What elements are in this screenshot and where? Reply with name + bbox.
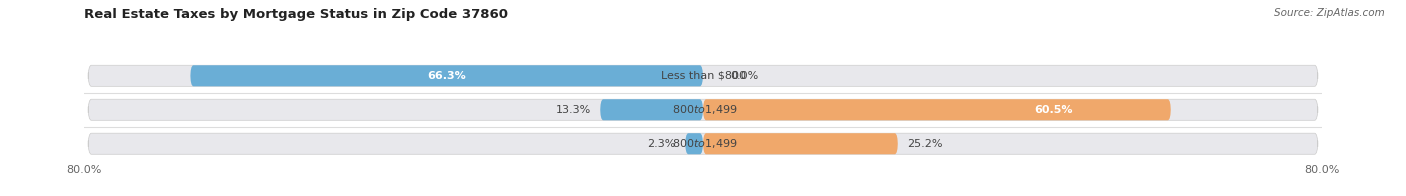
FancyBboxPatch shape (685, 133, 703, 154)
Text: $800 to $1,499: $800 to $1,499 (665, 103, 741, 116)
Text: $800 to $1,499: $800 to $1,499 (665, 137, 741, 150)
Text: Source: ZipAtlas.com: Source: ZipAtlas.com (1274, 8, 1385, 18)
FancyBboxPatch shape (703, 99, 1171, 120)
Text: 60.5%: 60.5% (1035, 105, 1073, 115)
FancyBboxPatch shape (703, 133, 898, 154)
Text: Real Estate Taxes by Mortgage Status in Zip Code 37860: Real Estate Taxes by Mortgage Status in … (84, 8, 509, 21)
FancyBboxPatch shape (89, 65, 1317, 86)
Text: 0.0%: 0.0% (730, 71, 758, 81)
FancyBboxPatch shape (190, 65, 703, 86)
Text: 2.3%: 2.3% (648, 139, 676, 149)
Text: 13.3%: 13.3% (555, 105, 591, 115)
Text: 25.2%: 25.2% (907, 139, 942, 149)
FancyBboxPatch shape (600, 99, 703, 120)
Text: 66.3%: 66.3% (427, 71, 465, 81)
FancyBboxPatch shape (89, 133, 1317, 154)
Text: Less than $800: Less than $800 (654, 71, 752, 81)
FancyBboxPatch shape (89, 99, 1317, 120)
